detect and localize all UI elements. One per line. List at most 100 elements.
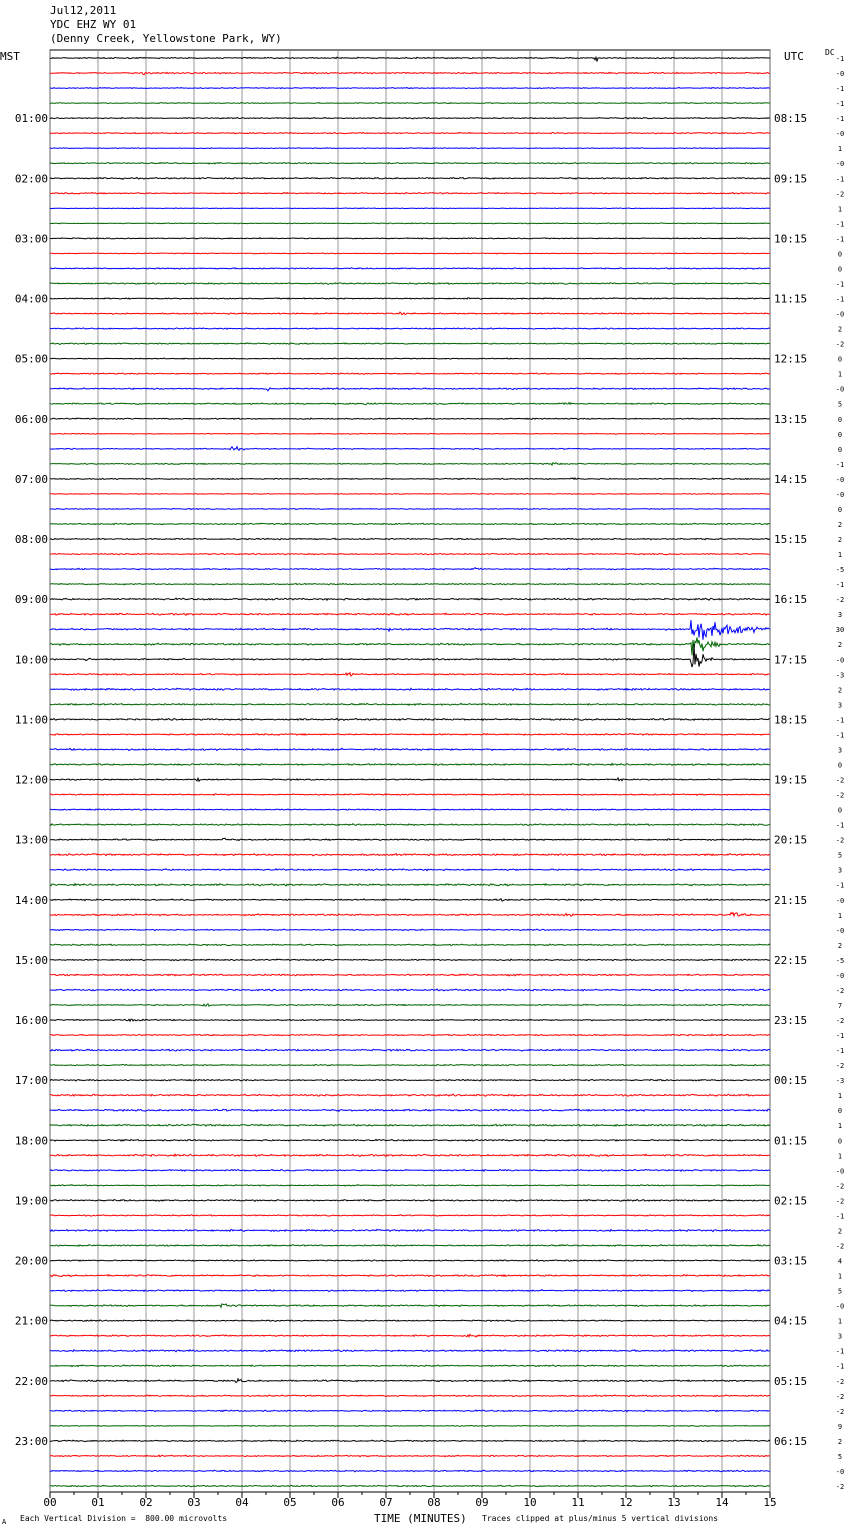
dc-offset-label: 2: [838, 942, 842, 950]
right-hour-label: 21:15: [774, 894, 807, 907]
dc-offset-label: 0: [838, 431, 842, 439]
dc-offset-label: 0: [838, 265, 842, 273]
trace-line: [50, 387, 771, 392]
trace-line: [49, 537, 771, 541]
x-tick-label: 02: [139, 1496, 152, 1509]
trace-line: [49, 1303, 770, 1309]
dc-offset-label: -2: [836, 1393, 844, 1401]
trace-line: [49, 252, 771, 255]
dc-offset-label: -5: [836, 957, 844, 965]
trace-line: [49, 1259, 771, 1262]
dc-offset-label: -1: [836, 55, 844, 63]
x-axis-title: TIME (MINUTES): [374, 1512, 467, 1525]
trace-line: [49, 1153, 771, 1158]
left-hour-label: 05:00: [15, 353, 48, 366]
dc-offset-label: 4: [838, 1258, 842, 1266]
x-tick-label: 08: [427, 1496, 440, 1509]
x-tick-label: 00: [43, 1496, 56, 1509]
dc-offset-label: -1: [836, 280, 844, 288]
dc-offset-label: -1: [836, 822, 844, 830]
dc-offset-label: 5: [838, 1288, 842, 1296]
trace-line: [49, 717, 770, 722]
trace-line: [49, 620, 771, 640]
right-hour-label: 18:15: [774, 713, 807, 726]
dc-offset-label: -2: [836, 1062, 844, 1070]
trace-line: [49, 401, 771, 406]
left-hour-label: 07:00: [15, 473, 48, 486]
trace-group: [49, 55, 771, 1488]
dc-offset-label: -0: [836, 1303, 844, 1311]
dc-offset-label: -0: [836, 311, 844, 319]
dc-offset-label: -1: [836, 175, 844, 183]
dc-offset-label: -1: [836, 581, 844, 589]
dc-offset-label: -0: [836, 656, 844, 664]
trace-line: [49, 1409, 771, 1413]
dc-offset-label: -1: [836, 716, 844, 724]
x-tick-label: 03: [187, 1496, 200, 1509]
trace-line: [49, 837, 771, 842]
left-hour-label: 08:00: [15, 533, 48, 546]
trace-line: [49, 897, 771, 902]
dc-offset-label: 1: [838, 1318, 842, 1326]
dc-offset-label: -0: [836, 130, 844, 138]
trace-line: [49, 1138, 771, 1143]
dc-offset-label: 2: [838, 686, 842, 694]
trace-line: [49, 1214, 771, 1217]
trace-line: [49, 492, 770, 495]
left-hour-label: 17:00: [15, 1074, 48, 1087]
trace-line: [49, 311, 771, 316]
dc-offset-label: 5: [838, 852, 842, 860]
plot-grid: [49, 49, 771, 1498]
trace-line: [49, 1048, 771, 1052]
trace-line: [49, 432, 771, 435]
station-code: YDC EHZ WY 01: [50, 18, 137, 31]
dc-offset-label: 0: [838, 506, 842, 514]
dc-offset-label: 1: [838, 1273, 842, 1281]
dc-offset-label: -2: [836, 1197, 844, 1205]
dc-offset-label: -2: [836, 596, 844, 604]
left-hour-label: 18:00: [15, 1134, 48, 1147]
dc-offset-label: -1: [836, 115, 844, 123]
trace-line: [49, 1364, 771, 1368]
x-tick-label: 05: [283, 1496, 296, 1509]
dc-offset-label: -0: [836, 1468, 844, 1476]
dc-offset-label: -1: [836, 296, 844, 304]
dc-offset-label: -0: [836, 70, 844, 78]
right-hour-label: 02:15: [774, 1194, 807, 1207]
trace-line: [49, 552, 771, 556]
trace-line: [49, 762, 771, 767]
trace-line: [49, 1348, 771, 1353]
trace-line: [49, 776, 771, 783]
dc-offset-label: 2: [838, 536, 842, 544]
right-hour-label: 05:15: [774, 1375, 807, 1388]
trace-line: [50, 943, 771, 947]
x-tick-label: 07: [379, 1496, 392, 1509]
trace-line: [50, 1183, 771, 1187]
dc-offset-label: -2: [836, 1017, 844, 1025]
trace-line: [49, 1439, 771, 1443]
dc-offset-label: -1: [836, 882, 844, 890]
dc-offset-label: 2: [838, 1438, 842, 1446]
trace-line: [50, 1243, 771, 1248]
left-hour-label: 16:00: [15, 1014, 48, 1027]
trace-line: [49, 1377, 771, 1384]
trace-line: [49, 522, 771, 526]
trace-line: [49, 1319, 771, 1323]
x-tick-label: 06: [331, 1496, 344, 1509]
x-tick-label: 11: [571, 1496, 584, 1509]
right-hour-label: 06:15: [774, 1435, 807, 1448]
trace-line: [49, 222, 771, 225]
x-tick-label: 14: [715, 1496, 729, 1509]
dc-offset-label: 0: [838, 1137, 842, 1145]
dc-offset-label: 1: [838, 1122, 842, 1130]
dc-offset-label: -5: [836, 566, 844, 574]
left-hour-label: 14:00: [15, 894, 48, 907]
dc-offset-label: -1: [836, 1032, 844, 1040]
right-hour-label: 22:15: [774, 954, 807, 967]
dc-offset-label: -1: [836, 220, 844, 228]
dc-offset-label: 5: [838, 401, 842, 409]
dc-offset-label: 7: [838, 1002, 842, 1010]
right-hour-label: 13:15: [774, 413, 807, 426]
dc-offset-label: -1: [836, 731, 844, 739]
trace-line: [49, 342, 771, 346]
